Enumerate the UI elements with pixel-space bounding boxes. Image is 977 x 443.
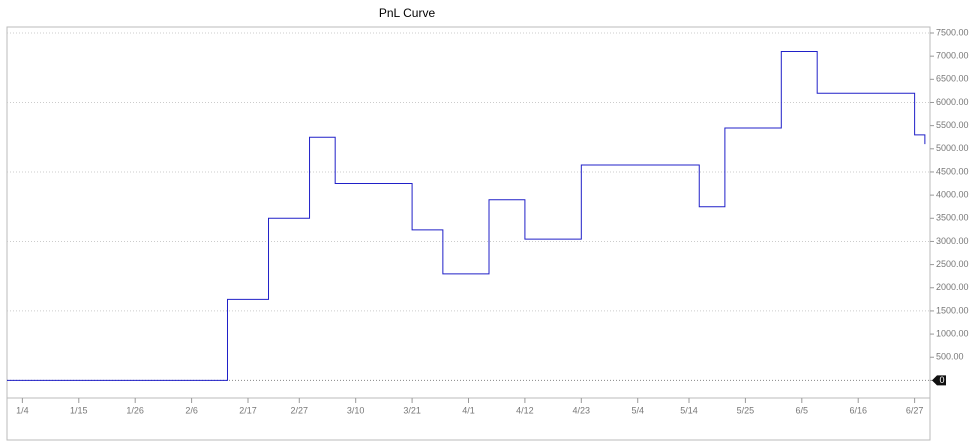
y-tick-label: 6500.00: [936, 74, 969, 84]
x-tick-label: 4/12: [516, 405, 534, 415]
x-tick-label: 4/1: [462, 405, 475, 415]
x-tick-label: 5/25: [737, 405, 755, 415]
x-tick-label: 3/10: [347, 405, 365, 415]
pnl-line: [7, 51, 926, 381]
x-tick-label: 3/21: [403, 405, 421, 415]
y-tick-label: 1500.00: [936, 305, 969, 315]
y-tick-label: 5000.00: [936, 143, 969, 153]
x-tick-label: 4/23: [573, 405, 591, 415]
y-tick-label: 3500.00: [936, 213, 969, 223]
y-tick-label: 4500.00: [936, 166, 969, 176]
x-tick-label: 2/6: [185, 405, 198, 415]
x-tick-label: 6/27: [906, 405, 924, 415]
x-tick-label: 1/26: [126, 405, 144, 415]
x-tick-label: 5/14: [680, 405, 698, 415]
zero-marker: [932, 375, 946, 386]
y-tick-label: 7000.00: [936, 51, 969, 61]
y-tick-label: 1000.00: [936, 328, 969, 338]
y-tick-label: 5500.00: [936, 120, 969, 130]
plot-frame: [6, 26, 931, 441]
y-tick-label: 2500.00: [936, 259, 969, 269]
y-tick-label: 3000.00: [936, 236, 969, 246]
x-tick-label: 5/4: [631, 405, 644, 415]
x-tick-label: 1/15: [70, 405, 88, 415]
y-tick-label: 0: [939, 375, 944, 385]
y-tick-label: 6000.00: [936, 97, 969, 107]
x-tick-label: 1/4: [16, 405, 29, 415]
x-tick-label: 2/17: [239, 405, 257, 415]
chart-title: PnL Curve: [379, 6, 436, 20]
y-tick-label: 500.00: [936, 352, 964, 362]
x-tick-label: 6/5: [796, 405, 809, 415]
y-tick-label: 7500.00: [936, 27, 969, 37]
y-tick-label: 4000.00: [936, 189, 969, 199]
x-tick-label: 2/27: [291, 405, 309, 415]
x-tick-label: 6/16: [849, 405, 867, 415]
y-tick-label: 2000.00: [936, 282, 969, 292]
